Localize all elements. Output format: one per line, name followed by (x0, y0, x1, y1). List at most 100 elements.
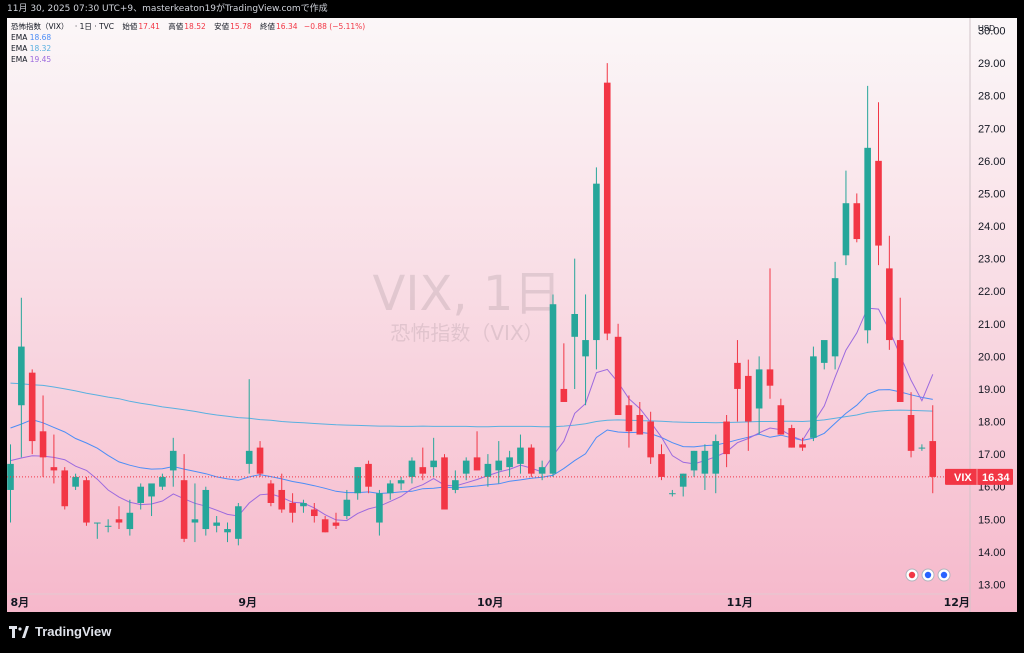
ema-value: 18.68 (29, 33, 52, 42)
event-flag-icon-2 (921, 568, 935, 582)
candle-body (658, 454, 665, 477)
candle-body (441, 457, 448, 510)
footer-bar: TradingView (0, 612, 1024, 653)
candle-body (777, 405, 785, 435)
candle-body (799, 444, 806, 448)
candle-body (386, 483, 394, 494)
y-tick-label: 23.00 (978, 254, 1006, 266)
candlestick-chart[interactable]: VIX, 1日恐怖指数（VIX）13.0014.0015.0016.0017.0… (7, 18, 1017, 612)
candle-body (18, 346, 25, 406)
candle-body (267, 483, 275, 503)
candle-body (734, 362, 741, 389)
x-tick-label: 10月 (477, 596, 503, 609)
ema-label: EMA (11, 33, 28, 42)
candle-body (72, 476, 79, 487)
y-tick-label: 27.00 (978, 123, 1006, 135)
currency-label: USD (978, 24, 995, 33)
candle-body (593, 183, 600, 341)
candle-body (452, 480, 459, 490)
change-value: −0.88 (−5.11%) (303, 22, 366, 31)
candle-body (918, 447, 926, 449)
low-value: 15.78 (230, 22, 252, 31)
candle-body (28, 372, 36, 442)
candle-body (332, 522, 340, 526)
y-tick-label: 18.00 (978, 417, 1006, 429)
candle-body (506, 457, 513, 468)
candle-body (669, 493, 676, 495)
candle-body (245, 450, 253, 464)
close-label: 終値 (260, 22, 276, 31)
y-tick-label: 20.00 (978, 351, 1006, 363)
tradingview-logo[interactable]: TradingView (9, 624, 111, 639)
candle-body (354, 467, 361, 494)
candle-body (701, 450, 709, 474)
candle-body (419, 467, 427, 474)
candle-body (636, 415, 644, 435)
price-tag-value: 16.34 (982, 472, 1010, 484)
ema-label: EMA (11, 55, 28, 64)
candle-body (278, 489, 286, 510)
candle-body (191, 519, 199, 523)
candle-body (528, 447, 535, 474)
candle-body (875, 160, 882, 246)
candle-body (289, 502, 296, 513)
candle-body (723, 421, 730, 455)
candle-body (430, 460, 437, 468)
candle-body (408, 460, 416, 477)
candle-body (712, 441, 720, 474)
candle-body (603, 82, 611, 334)
candle-body (224, 529, 231, 533)
candle-body (766, 369, 774, 386)
ohlc-row: 恐怖指数（VIX） · 1日 · TVC 始値17.41 高値18.52 安値1… (11, 21, 365, 32)
candle-body (137, 486, 144, 503)
y-tick-label: 19.00 (978, 384, 1006, 396)
candle-body (104, 525, 112, 527)
candle-body (50, 467, 58, 471)
ema-row-1[interactable]: EMA 18.68 (11, 32, 365, 43)
ema-value: 18.32 (29, 44, 52, 53)
x-tick-label: 9月 (238, 596, 257, 609)
candle-body (365, 463, 372, 487)
candle-body (549, 304, 557, 474)
interval-label: · 1日 · TVC (74, 22, 115, 31)
chart-panel[interactable]: VIX, 1日 恐怖指数（VIX） 13.00 14.00 15.00 16.00 17.0… (7, 18, 1017, 612)
candle-body (343, 499, 351, 517)
watermark-subtitle: 恐怖指数（VIX） (390, 321, 543, 345)
price-tag (945, 468, 1013, 485)
ema-label: EMA (11, 44, 28, 53)
candle-body (517, 447, 524, 464)
candle-body (896, 340, 904, 402)
y-tick-label: 28.00 (978, 91, 1006, 103)
candle-body (614, 336, 622, 416)
candle-body (831, 278, 839, 357)
event-flag-icon-1 (905, 568, 919, 582)
candle-body (94, 522, 101, 524)
candle-body (235, 506, 242, 539)
candle-body (376, 493, 383, 523)
ema-row-3[interactable]: EMA 19.45 (11, 54, 365, 65)
candle-body (115, 519, 123, 523)
candle-body (300, 502, 307, 507)
y-tick-label: 25.00 (978, 188, 1006, 200)
candle-body (745, 375, 752, 422)
candle-body (929, 441, 937, 477)
ema-row-2[interactable]: EMA 18.32 (11, 43, 365, 54)
candle-body (625, 405, 633, 432)
candle-body (148, 483, 155, 497)
symbol-name[interactable]: 恐怖指数（VIX） (11, 22, 69, 31)
high-value: 18.52 (184, 22, 206, 31)
high-label: 高値 (168, 22, 184, 31)
y-tick-label: 30.00 (978, 26, 1006, 38)
candle-body (538, 467, 546, 474)
candle-body (202, 489, 210, 530)
y-tick-label: 17.00 (978, 449, 1006, 461)
y-tick-label: 24.00 (978, 221, 1006, 233)
y-tick-label: 26.00 (978, 156, 1006, 168)
tradingview-logo-icon (9, 625, 29, 638)
y-tick-label: 13.00 (978, 579, 1006, 591)
candle-body (571, 314, 578, 337)
brand-name: TradingView (35, 624, 112, 639)
candle-body (820, 340, 828, 363)
x-tick-label: 12月 (944, 596, 970, 609)
open-value: 17.41 (138, 22, 160, 31)
